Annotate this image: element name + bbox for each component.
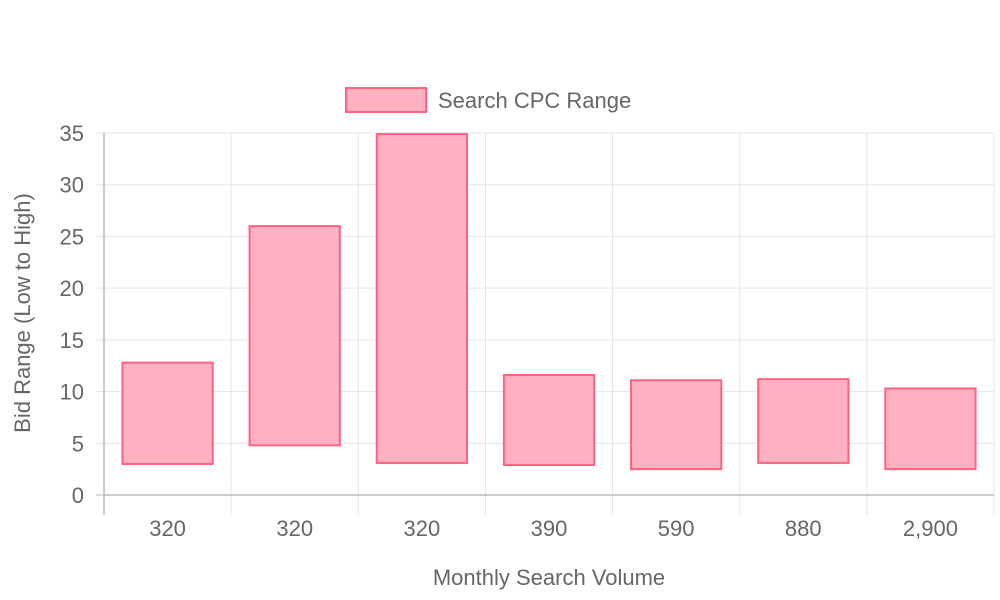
axes: [96, 133, 994, 515]
legend[interactable]: Search CPC Range: [345, 87, 631, 113]
x-tick-label: 320: [403, 516, 440, 541]
bar: [884, 387, 977, 471]
y-tick-label: 5: [72, 431, 84, 456]
grid-lines: [96, 132, 995, 515]
y-tick-label: 20: [60, 276, 84, 301]
x-tick-label: 320: [276, 516, 313, 541]
y-tick-label: 10: [60, 380, 84, 405]
y-tick-labels: 0 5 10 15 20 25 30 35: [60, 121, 84, 508]
y-tick-label: 0: [72, 483, 84, 508]
x-tick-label: 880: [785, 516, 822, 541]
y-tick-label: 35: [60, 121, 84, 146]
bar: [757, 378, 850, 464]
x-tick-labels: 320 320 320 390 590 880 2,900: [149, 516, 958, 541]
bars: [121, 133, 977, 471]
x-tick-label: 2,900: [903, 516, 958, 541]
legend-swatch[interactable]: [345, 87, 427, 113]
bar: [121, 361, 214, 465]
bar: [630, 379, 723, 471]
y-tick-label: 25: [60, 224, 84, 249]
y-tick-label: 15: [60, 328, 84, 353]
y-axis-title: Bid Range (Low to High): [10, 193, 35, 433]
x-tick-label: 320: [149, 516, 186, 541]
x-axis-title: Monthly Search Volume: [433, 565, 665, 590]
legend-label[interactable]: Search CPC Range: [438, 88, 631, 113]
bar: [502, 374, 596, 467]
bar: [375, 133, 468, 464]
x-tick-label: 390: [531, 516, 568, 541]
bar: [248, 225, 341, 447]
y-tick-label: 30: [60, 173, 84, 198]
x-tick-label: 590: [658, 516, 695, 541]
